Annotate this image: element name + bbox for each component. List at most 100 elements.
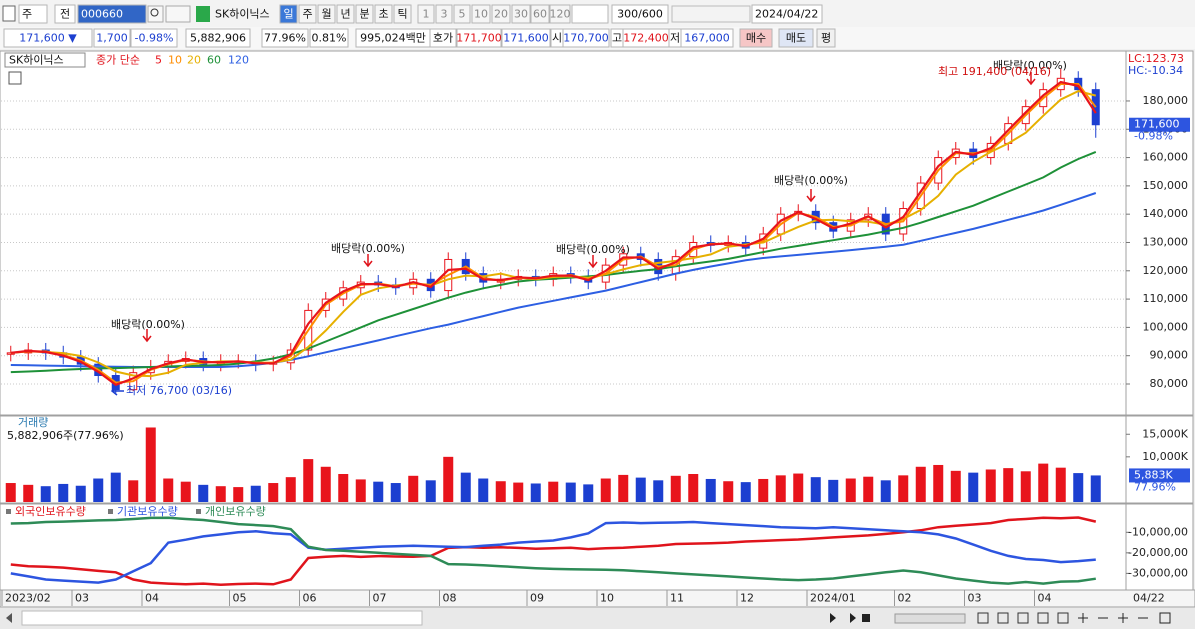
legend-item[interactable]: 60 xyxy=(207,54,221,67)
volume-bar xyxy=(1020,471,1031,502)
interval-button[interactable]: 월 xyxy=(321,8,331,21)
volume-bar xyxy=(478,478,489,502)
mode-select-box[interactable] xyxy=(54,4,76,24)
ma-line xyxy=(10,192,1097,368)
menu-icon[interactable] xyxy=(2,5,16,22)
legend-item[interactable]: 개인보유수량 xyxy=(205,505,266,518)
last-volume-change: 77.96% xyxy=(1134,480,1176,493)
step-button[interactable]: 1 xyxy=(423,8,430,21)
interval-button[interactable]: 분 xyxy=(359,8,369,21)
step-button[interactable]: 120 xyxy=(550,8,571,21)
interval-button-box[interactable] xyxy=(374,4,393,24)
interval-button-box[interactable] xyxy=(279,4,298,24)
interval-button[interactable]: 일 xyxy=(283,7,293,21)
y-tick-label: -10,000,00 xyxy=(1128,525,1188,538)
volume-bar xyxy=(373,481,384,502)
step-button-box[interactable] xyxy=(491,4,511,24)
period-select[interactable]: 주 xyxy=(22,8,32,21)
sell-button-box[interactable] xyxy=(778,28,814,48)
sell-button[interactable]: 매도 xyxy=(786,32,806,45)
legend-item[interactable]: 외국인보유수량 xyxy=(15,505,86,518)
holding-line xyxy=(10,520,1096,584)
y-tick-label: 100,000 xyxy=(1143,320,1189,333)
speed-slider[interactable] xyxy=(894,613,966,624)
volume-bar xyxy=(653,480,664,502)
dividend-arrow xyxy=(1026,72,1036,86)
legend-item[interactable]: 20 xyxy=(187,54,201,67)
view-buttons[interactable] xyxy=(1078,612,1171,624)
step-button-box[interactable] xyxy=(511,4,531,24)
volume-bar xyxy=(933,464,944,502)
flat-button-box[interactable] xyxy=(816,28,836,48)
step-button[interactable]: 60 xyxy=(533,8,547,21)
step-button-box[interactable] xyxy=(471,4,491,24)
count-box[interactable]: 300/600 xyxy=(617,8,663,21)
volume-bar xyxy=(845,478,856,502)
interval-button[interactable]: 틱 xyxy=(397,8,407,21)
chart-title: SK하이닉스 xyxy=(9,53,64,67)
volume-bar xyxy=(93,478,104,502)
step-button[interactable]: 10 xyxy=(474,8,488,21)
buy-button-box[interactable] xyxy=(739,28,773,48)
volume-bar xyxy=(1055,467,1066,502)
play-buttons[interactable] xyxy=(830,613,856,623)
interval-button-box[interactable] xyxy=(336,4,355,24)
interval-button-box[interactable] xyxy=(298,4,317,24)
interval-button[interactable]: 주 xyxy=(302,8,312,21)
legend-swatch xyxy=(108,509,113,514)
interval-button-box[interactable] xyxy=(393,4,412,24)
step-button[interactable]: 30 xyxy=(514,8,528,21)
volume-bar xyxy=(793,473,804,502)
legend-item[interactable]: 5 xyxy=(155,54,162,67)
dividend-label: 배당락(0.00%) xyxy=(774,174,848,187)
step-button-box[interactable] xyxy=(453,4,471,24)
buy-button[interactable]: 매수 xyxy=(746,32,766,45)
volume-bar xyxy=(1073,473,1084,502)
volume-bar xyxy=(723,481,734,502)
sound-button[interactable] xyxy=(165,5,191,23)
scroll-thumb[interactable] xyxy=(21,610,423,626)
y-tick-label: -30,000,00 xyxy=(1128,566,1188,579)
period-select-box[interactable] xyxy=(18,4,48,24)
quote-turnover: 0.81% xyxy=(312,32,347,45)
legend-item[interactable]: 10 xyxy=(168,54,182,67)
date-box-box[interactable] xyxy=(751,4,823,24)
table-icon[interactable] xyxy=(8,71,22,85)
mode-select[interactable]: 전 xyxy=(60,8,70,21)
step-button[interactable]: 20 xyxy=(494,8,508,21)
stock-code[interactable]: 000660 xyxy=(81,8,123,21)
count-box-box[interactable] xyxy=(611,4,669,24)
tool-icons[interactable] xyxy=(671,5,751,23)
x-tick-label: 11 xyxy=(670,592,684,605)
stock-code-box[interactable] xyxy=(77,4,147,24)
scroll-left[interactable] xyxy=(6,613,12,623)
step-button-box[interactable] xyxy=(435,4,453,24)
x-tick-label: 2023/02 xyxy=(5,592,51,605)
interval-button[interactable]: 년 xyxy=(340,8,350,21)
new-badge[interactable] xyxy=(196,6,210,22)
volume-bar xyxy=(758,478,769,502)
x-end-label: 04/22 xyxy=(1133,592,1165,605)
x-tick-label: 04 xyxy=(145,592,159,605)
interval-button-box[interactable] xyxy=(317,4,336,24)
legend-item[interactable]: 기관보유수량 xyxy=(117,505,178,518)
quote-volume-pct: 77.96% xyxy=(264,32,306,45)
date-box[interactable]: 2024/04/22 xyxy=(755,8,818,21)
step-button-box[interactable] xyxy=(417,4,435,24)
stop-button[interactable] xyxy=(862,614,870,622)
step-button[interactable]: 3 xyxy=(441,8,448,21)
interval-button-box[interactable] xyxy=(355,4,374,24)
interval-button[interactable]: 초 xyxy=(378,8,388,21)
volume-bar xyxy=(58,483,69,502)
flat-button[interactable]: 평 xyxy=(821,32,831,45)
step-dropdown[interactable] xyxy=(571,4,609,24)
volume-bar xyxy=(670,475,681,502)
zoom-buttons[interactable] xyxy=(977,612,1069,624)
search-button[interactable] xyxy=(147,5,164,23)
dividend-arrow xyxy=(363,254,373,268)
step-button-box[interactable] xyxy=(530,4,550,24)
legend-item[interactable]: 120 xyxy=(228,54,249,67)
step-button-box[interactable] xyxy=(549,4,571,24)
step-button[interactable]: 5 xyxy=(459,8,466,21)
volume-bar xyxy=(863,476,874,502)
